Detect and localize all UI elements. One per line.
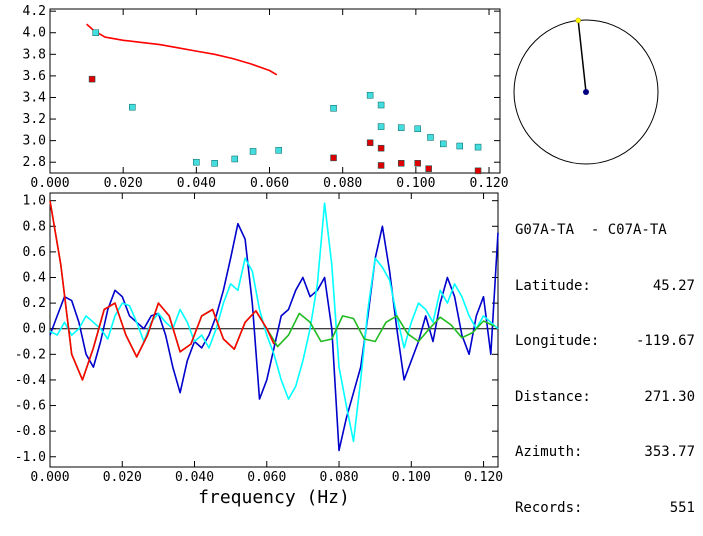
bottom-y-tick-label: -1.0	[15, 450, 46, 465]
marker-red-measurements	[397, 160, 405, 167]
top-y-tick-label: 3.6	[23, 69, 46, 84]
series-blue-observed	[49, 222, 499, 452]
marker-cyan-measurements	[474, 143, 482, 151]
bottom-y-tick-label: -0.6	[15, 399, 46, 414]
latitude-value: 45.27	[652, 277, 695, 294]
top-y-tick-label: 4.0	[23, 26, 46, 41]
top-x-tick-label: 0.000	[30, 176, 69, 191]
bottom-series-group	[49, 200, 499, 452]
bottom-plot-frame	[49, 192, 499, 468]
longitude-label: Longitude:	[515, 333, 600, 349]
bottom-y-tick-label: -0.8	[15, 424, 46, 439]
series-red-model	[49, 200, 275, 381]
latitude-label: Latitude:	[515, 277, 591, 294]
bottom-x-tick-label: 0.080	[319, 470, 358, 485]
marker-red-measurements	[377, 144, 385, 152]
marker-red-measurements	[330, 154, 337, 162]
info-row-azimuth: Azimuth: 353.77	[515, 443, 695, 462]
marker-cyan-measurements	[456, 142, 464, 150]
top-x-tick-label: 0.080	[323, 176, 362, 191]
bottom-x-tick-label: 0.060	[247, 470, 286, 485]
marker-red-measurements	[425, 165, 432, 172]
top-x-tick-label: 0.020	[104, 176, 143, 191]
top-x-tick-label: 0.040	[177, 176, 216, 191]
marker-red-measurements	[88, 75, 96, 83]
marker-cyan-measurements	[275, 147, 282, 154]
bottom-y-tick-label: -0.4	[15, 373, 46, 388]
records-value: 551	[669, 499, 695, 516]
marker-cyan-measurements	[249, 148, 257, 155]
chart-canvas: 0.000 0.020 0.040 0.060 0.080 0.100 0.120 2.8 3.…	[15, 4, 659, 508]
marker-cyan-measurements	[377, 123, 385, 130]
marker-cyan-measurements	[397, 124, 405, 131]
top-y-tick-label: 3.4	[23, 90, 47, 105]
top-series-group	[86, 23, 482, 175]
azimuth-circle	[513, 19, 659, 165]
series-cyan-observed	[49, 202, 499, 443]
top-x-tick-label: 0.100	[396, 176, 435, 191]
top-y-tick-label: 2.8	[23, 155, 46, 170]
longitude-value: -119.67	[635, 333, 695, 349]
marker-cyan-measurements	[377, 101, 385, 109]
azimuth-center-dot	[583, 89, 589, 95]
bottom-x-tick-label: 0.100	[392, 470, 431, 485]
marker-cyan-measurements	[330, 105, 337, 112]
marker-cyan-measurements	[193, 158, 200, 166]
bottom-x-tick-label: 0.120	[464, 470, 503, 485]
marker-cyan-measurements	[211, 160, 218, 167]
azimuth-value: 353.77	[644, 444, 695, 460]
top-x-tick-label: 0.060	[250, 176, 289, 191]
marker-cyan-measurements	[440, 140, 447, 148]
marker-cyan-measurements	[366, 92, 374, 99]
station-info-panel: G07A-TA - C07A-TA Latitude: 45.27 Longit…	[515, 184, 695, 536]
info-row-distance: Distance: 271.30	[515, 388, 695, 407]
azimuth-needle	[577, 20, 587, 93]
marker-red-measurements	[414, 160, 421, 167]
bottom-y-tick-label: 0.2	[23, 296, 46, 311]
bottom-x-tick-label: 0.000	[30, 470, 69, 485]
info-row-records: Records: 551	[515, 499, 695, 518]
bottom-y-tick-label: -0.2	[15, 347, 46, 362]
top-y-tick-label: 3.2	[23, 112, 46, 127]
bottom-x-tick-label: 0.020	[103, 470, 142, 485]
top-plot-frame	[49, 8, 501, 174]
distance-value: 271.30	[644, 388, 695, 405]
marker-red-measurements	[366, 139, 374, 147]
top-y-tick-label: 4.2	[23, 4, 46, 19]
bottom-x-tick-label: 0.040	[175, 470, 214, 485]
azimuth-label: Azimuth:	[515, 444, 583, 460]
info-row-longitude: Longitude: -119.67	[515, 332, 695, 351]
bottom-y-tick-label: 0.6	[23, 245, 46, 260]
marker-cyan-measurements	[92, 29, 99, 36]
series-model-curve	[86, 23, 278, 76]
bottom-y-tick-label: 0.4	[23, 271, 47, 286]
marker-red-measurements	[474, 167, 482, 175]
marker-cyan-measurements	[231, 155, 239, 163]
distance-label: Distance:	[515, 388, 591, 405]
top-y-tick-label: 3.0	[23, 134, 46, 149]
azimuth-end-dot	[575, 17, 581, 24]
bottom-y-tick-label: 0.0	[23, 322, 46, 337]
marker-cyan-measurements	[427, 134, 434, 141]
info-row-latitude: Latitude: 45.27	[515, 277, 695, 296]
top-y-tick-label: 3.8	[23, 47, 46, 62]
marker-cyan-measurements	[129, 103, 136, 111]
x-axis-label: frequency (Hz)	[198, 487, 350, 508]
station-pair-label: G07A-TA - C07A-TA	[515, 222, 667, 238]
bottom-y-tick-label: 1.0	[23, 194, 46, 209]
records-label: Records:	[515, 499, 583, 516]
marker-red-measurements	[377, 162, 385, 169]
marker-cyan-measurements	[414, 125, 421, 133]
top-x-tick-label: 0.120	[469, 176, 508, 191]
bottom-y-tick-label: 0.8	[23, 219, 46, 234]
